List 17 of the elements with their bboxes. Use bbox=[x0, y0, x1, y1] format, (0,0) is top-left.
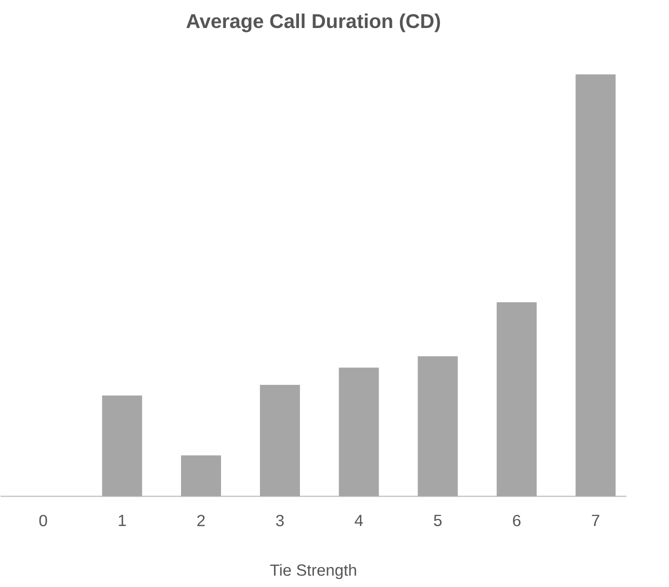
x-tick-label: 3 bbox=[276, 514, 284, 526]
x-axis-title: Tie Strength bbox=[270, 564, 356, 580]
chart-title: Average Call Duration (CD) bbox=[186, 14, 440, 32]
x-tick-label: 1 bbox=[118, 514, 126, 526]
bar bbox=[102, 396, 142, 496]
bar bbox=[181, 455, 222, 496]
x-tick-label: 7 bbox=[592, 514, 600, 526]
x-tick-label: 0 bbox=[39, 514, 48, 526]
x-tick-label: 2 bbox=[197, 514, 205, 526]
bar bbox=[260, 385, 300, 496]
x-tick-label: 5 bbox=[434, 514, 442, 526]
x-tick-label: 6 bbox=[513, 514, 520, 526]
bar bbox=[418, 356, 458, 496]
x-tick-label: 4 bbox=[354, 514, 363, 526]
bar bbox=[576, 74, 616, 496]
bar bbox=[338, 368, 379, 496]
bar bbox=[496, 302, 537, 496]
